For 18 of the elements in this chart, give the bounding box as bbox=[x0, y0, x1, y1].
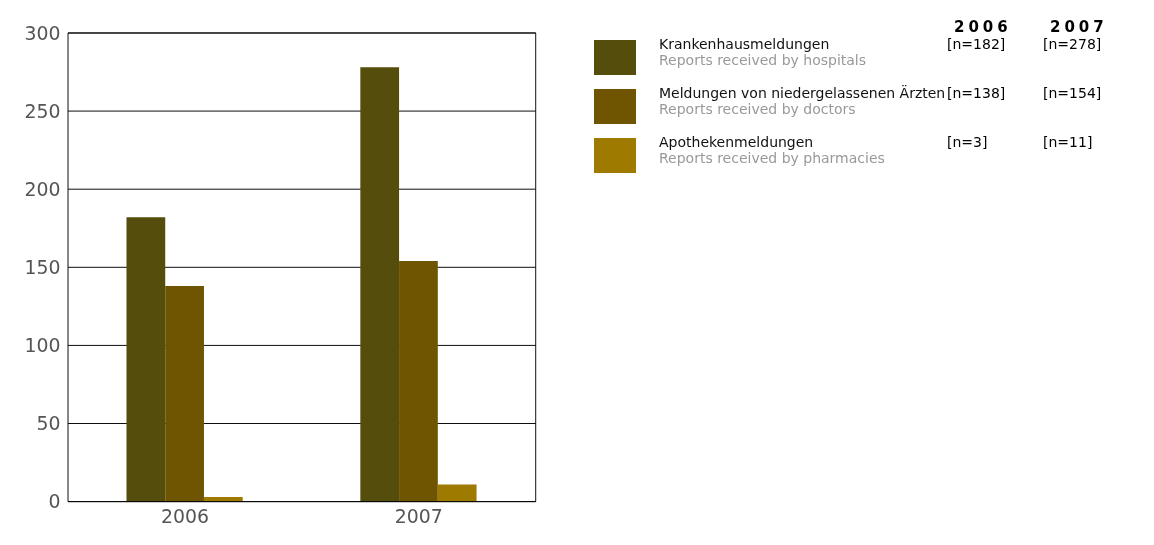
y-tick-label: 0 bbox=[48, 490, 61, 513]
text: [n=11] bbox=[1043, 134, 1094, 150]
text: [n=182] bbox=[947, 36, 1007, 52]
text: [n=154] bbox=[1043, 85, 1103, 101]
category-label: 2007 bbox=[1050, 18, 1108, 36]
y-tick-label: 50 bbox=[36, 412, 61, 435]
text: Krankenhausmeldungen Reports received by hospitals bbox=[659, 36, 868, 68]
y-tick-label: 300 bbox=[24, 21, 61, 44]
text: [n=138] bbox=[947, 85, 1007, 101]
y-tick-label: 250 bbox=[24, 99, 61, 122]
text: [n=3] bbox=[947, 134, 989, 150]
text: [n=278] bbox=[1043, 36, 1103, 52]
y-tick-label: 200 bbox=[24, 177, 61, 200]
y-tick-label: 150 bbox=[24, 256, 61, 279]
text: Meldungen von niedergelassenen Ärzten Reports received by doctors bbox=[659, 85, 947, 117]
category-label: 2006 bbox=[954, 18, 1012, 36]
y-tick-label: 100 bbox=[24, 334, 61, 357]
text: Apothekenmeldungen Reports received by pharmacies bbox=[659, 134, 886, 166]
